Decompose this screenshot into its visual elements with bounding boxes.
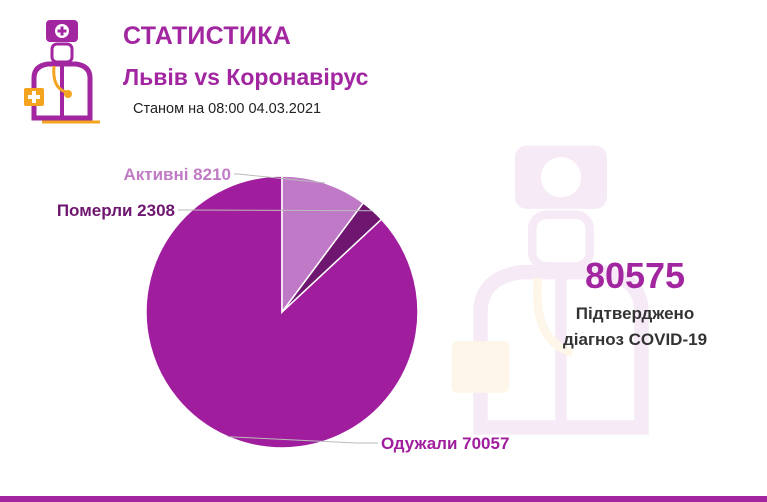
doctor-logo-icon: [24, 20, 100, 124]
pie-label-3: Активні 8210: [123, 165, 231, 184]
confirmed-count: 80575: [584, 255, 686, 296]
page-subtitle: Львів vs Коронавірус: [123, 64, 369, 90]
pie-label-1: Одужали 70057: [381, 434, 509, 453]
confirmed-caption: Підтверджено діагноз COVID-19: [535, 301, 735, 353]
doctor-watermark-icon: [451, 145, 649, 435]
pie-slices: [145, 175, 419, 449]
confirmed-caption-line2: діагноз COVID-19: [562, 330, 708, 349]
pie-labels: Одужали 70057 Померли 2308 Активні 8210: [57, 165, 510, 453]
pie-leader-1: [227, 436, 378, 444]
confirmed-caption-line1: Підтверджено: [575, 304, 695, 323]
pie-leader-lines: [178, 173, 378, 444]
page-title: СТАТИСТИКА: [123, 22, 292, 50]
date-label: Станом на 08:00 04.03.2021: [133, 101, 322, 117]
pie-label-2: Померли 2308: [57, 201, 175, 220]
bottom-bar: [0, 496, 767, 502]
pie-leader-3: [234, 173, 325, 184]
pie-leader-2: [178, 209, 373, 212]
